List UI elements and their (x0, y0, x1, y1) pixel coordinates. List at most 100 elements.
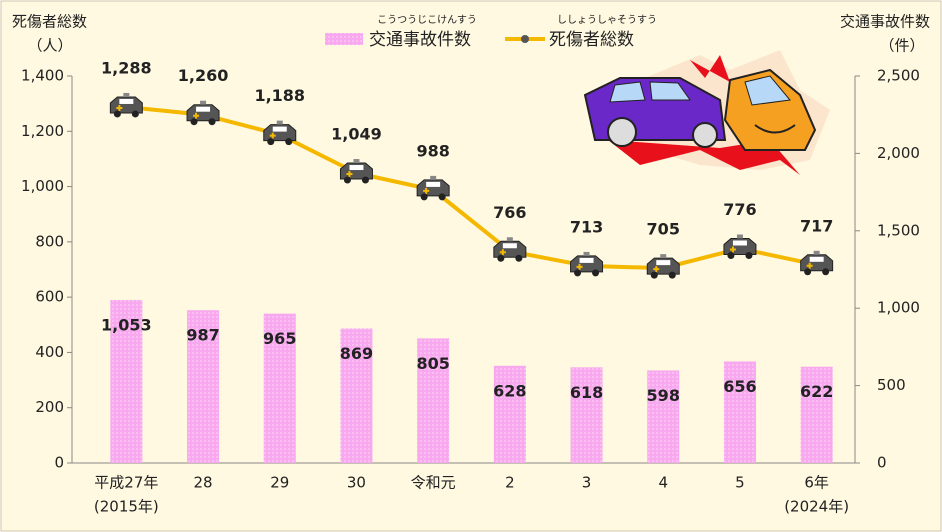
car-wheel (438, 193, 446, 201)
bar-value-label: 622 (800, 382, 833, 401)
bar-value-label: 628 (493, 381, 526, 400)
crash-illustration (583, 50, 830, 175)
car-wheel (285, 138, 293, 146)
x-tick-label: 3 (582, 474, 592, 492)
legend-car (521, 35, 529, 43)
y-tick-label: 0 (54, 454, 64, 472)
car-cross (423, 187, 430, 194)
bar (263, 313, 296, 463)
bar-value-label: 618 (570, 383, 603, 402)
x-tick-label: 29 (270, 474, 289, 492)
car-wheel (668, 271, 676, 279)
car-wheel (343, 176, 351, 184)
car-wheel (574, 269, 582, 277)
car-window (732, 240, 747, 246)
car-window (272, 126, 287, 132)
car-cross (653, 266, 660, 273)
x-tick-label: 5 (735, 474, 745, 492)
line-value-label: 988 (416, 141, 449, 160)
bar (493, 365, 526, 463)
car-wheel (208, 118, 216, 126)
car-wheel (727, 251, 735, 259)
line-value-label: 1,188 (254, 86, 305, 105)
x-tick-note: (2024年) (784, 498, 849, 516)
car-cross (346, 171, 353, 178)
car-wheel (592, 269, 600, 277)
car-cross (116, 104, 123, 111)
car-wheel (515, 254, 523, 262)
y2-tick-label: 1,500 (877, 221, 920, 239)
x-tick-note: (2015年) (94, 498, 159, 516)
x-tick-label: 6年 (804, 474, 829, 492)
car-wheel (745, 251, 753, 259)
car-light (123, 92, 130, 97)
y2-title: 交通事故件数 (840, 13, 930, 31)
car-wheel (361, 176, 369, 184)
line-value-label: 717 (800, 216, 833, 235)
bar-value-label: 965 (263, 329, 296, 348)
line-value-label: 1,260 (178, 66, 229, 85)
x-tick-label: 28 (194, 474, 213, 492)
x-tick-label: 4 (658, 474, 668, 492)
y-tick-label: 1,000 (21, 177, 64, 195)
car-light (506, 237, 513, 242)
y-tick-label: 600 (35, 288, 64, 306)
bar (187, 310, 220, 463)
car-cross (499, 249, 506, 256)
x-tick-label: 平成27年 (94, 474, 158, 492)
y2-tick-label: 2,000 (877, 144, 920, 162)
car-window (579, 257, 594, 263)
legend-label: 交通事故件数 (369, 30, 471, 50)
legend-ruby: ししょうしゃそうすう (557, 14, 657, 26)
car-light (276, 120, 283, 125)
car-light (736, 234, 743, 239)
y-unit: （人） (27, 37, 72, 55)
car-light (583, 251, 590, 256)
x-tick-label: 令和元 (411, 474, 456, 492)
car-window (349, 165, 364, 171)
car-cross (269, 132, 276, 139)
car-window (809, 256, 824, 262)
y2-unit: （件） (879, 37, 924, 55)
car-icons (109, 92, 834, 279)
y-tick-label: 200 (35, 398, 64, 416)
bar-value-label: 987 (186, 326, 219, 345)
car-wheel (113, 110, 121, 118)
car-light (660, 254, 667, 259)
line-value-label: 713 (570, 217, 603, 236)
bar (800, 366, 833, 463)
legend-label: 死傷者総数 (549, 30, 634, 50)
bar (570, 367, 603, 463)
car-window (656, 260, 671, 266)
car-window (119, 98, 134, 104)
bar-value-label: 1,053 (101, 315, 152, 334)
x-tick-label: 30 (347, 474, 366, 492)
y-title: 死傷者総数 (12, 13, 87, 31)
y-tick-label: 1,400 (21, 67, 64, 85)
car-wheel (822, 268, 830, 276)
bar-value-label: 656 (723, 377, 756, 396)
car-cross (576, 263, 583, 270)
car-cross (806, 262, 813, 269)
bar-value-label: 805 (416, 354, 449, 373)
x-tick-label: 2 (505, 474, 515, 492)
car-light (353, 159, 360, 164)
y2-tick-label: 500 (877, 376, 906, 394)
bar (417, 338, 450, 463)
y-tick-label: 400 (35, 343, 64, 361)
y2-tick-label: 1,000 (877, 299, 920, 317)
legend-swatch (325, 33, 363, 45)
line-value-label: 1,049 (331, 125, 382, 144)
car-wheel (497, 254, 505, 262)
car-light (813, 250, 820, 255)
y-tick-label: 1,200 (21, 122, 64, 140)
car-wheel (131, 110, 139, 118)
bar-value-label: 598 (647, 386, 680, 405)
line-value-label: 705 (647, 220, 680, 239)
line-value-label: 1,288 (101, 58, 152, 77)
car-wheel (650, 271, 658, 279)
line-value-label: 776 (723, 200, 756, 219)
car-wheel (190, 118, 198, 126)
